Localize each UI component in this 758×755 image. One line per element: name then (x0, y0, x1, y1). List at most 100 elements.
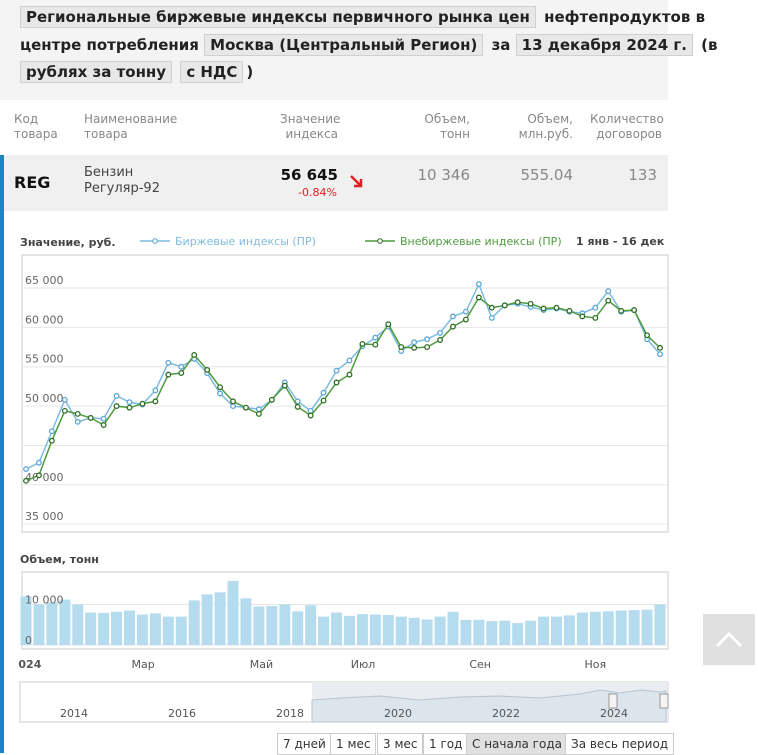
bar (33, 604, 45, 645)
point (333, 379, 340, 386)
range-button[interactable]: 7 дней (277, 733, 332, 755)
bar (98, 612, 110, 645)
point (48, 437, 55, 444)
header-line: центре потребления Москва (Центральный Р… (20, 34, 718, 56)
x-tick-label: 024 (18, 658, 41, 671)
x-tick-label: Май (250, 658, 273, 671)
column-header: Объем, тонн (424, 112, 470, 141)
select[interactable]: 13 декабря 2024 г. (515, 34, 693, 56)
range-button[interactable]: 3 мес (377, 733, 424, 755)
down-arrow (350, 175, 363, 188)
point (320, 397, 327, 404)
point (501, 302, 508, 309)
navigator-handle[interactable] (659, 693, 669, 709)
point (100, 422, 107, 428)
range-button[interactable]: 1 год (423, 733, 469, 755)
year-label: 2016 (168, 707, 196, 720)
bar (343, 615, 355, 645)
point (126, 404, 133, 411)
bar (124, 610, 136, 645)
y-tick-label: 40 000 (25, 471, 64, 484)
bar (460, 619, 472, 645)
code: REG (14, 173, 51, 192)
point (346, 371, 353, 378)
point (579, 313, 586, 320)
point (372, 334, 379, 341)
point (35, 472, 42, 479)
bar (46, 602, 58, 645)
bar (59, 599, 71, 645)
bar (318, 616, 330, 645)
bar (641, 609, 653, 645)
bar (111, 611, 123, 645)
volume-rub: 555.04 (520, 166, 574, 184)
point (657, 344, 663, 351)
point (514, 299, 521, 306)
volume-tons: 10 346 (417, 166, 471, 184)
point (462, 316, 469, 323)
point (398, 344, 405, 351)
y-tick-label: 55 000 (25, 353, 64, 366)
range-button[interactable]: С начала года (466, 733, 568, 755)
navigator-handle[interactable] (608, 693, 618, 709)
year-label: 2024 (600, 707, 628, 720)
point (178, 363, 185, 370)
point (191, 351, 198, 358)
point (437, 337, 443, 343)
range-button[interactable]: 1 мес (330, 733, 377, 755)
point (74, 411, 81, 417)
legend-marker (152, 238, 158, 244)
point (527, 300, 534, 307)
bar (512, 623, 524, 645)
select[interactable]: Москва (Центральный Регион) (204, 34, 484, 56)
point (540, 305, 547, 312)
index-change: -0.84% (298, 186, 337, 199)
point (113, 392, 120, 399)
legend-label: Биржевые индексы (ПР) (175, 235, 316, 248)
bar (615, 610, 627, 645)
point (255, 406, 262, 413)
range-button[interactable]: За весь период (565, 733, 675, 755)
accent-stripe (0, 155, 4, 753)
point (87, 414, 94, 421)
point (61, 407, 68, 414)
column-header: Количество договоров (590, 112, 664, 141)
bar (331, 612, 343, 645)
point (152, 398, 159, 405)
header-line: рублях за тонну с НДС) (20, 61, 253, 83)
point (165, 359, 172, 366)
point (488, 304, 495, 311)
bar (201, 594, 213, 645)
point (165, 371, 172, 378)
point (475, 281, 482, 288)
select[interactable]: с НДС (180, 61, 244, 83)
select[interactable]: рублях за тонну (20, 61, 173, 83)
y-axis-title: Значение, руб. (20, 236, 116, 249)
bar (72, 604, 84, 645)
point (644, 332, 651, 339)
column-header: Значение индекса (280, 112, 341, 141)
point (333, 367, 340, 374)
point (450, 323, 456, 330)
point (294, 398, 301, 405)
plot-frame (21, 254, 669, 533)
point (553, 304, 560, 311)
point (592, 304, 599, 311)
x-tick-label: Мар (131, 658, 154, 671)
x-tick-label: Сен (469, 658, 491, 671)
point (243, 404, 249, 411)
point (631, 307, 638, 314)
scroll-top[interactable] (703, 614, 755, 665)
select[interactable]: Региональные биржевые индексы первичного… (20, 6, 536, 28)
text: (в (701, 36, 718, 54)
y-axis-title: Объем, тонн (20, 553, 99, 566)
column-header: Объем, млн.руб. (518, 112, 573, 141)
point (126, 399, 133, 406)
point (411, 344, 418, 351)
series-line (25, 282, 661, 470)
y-tick-label: 65 000 (25, 274, 64, 287)
point (605, 288, 612, 295)
y-tick-label: 0 (25, 634, 32, 647)
table-row[interactable]: REG Бензин Регуляр-92 56 645 -0.84% 10 3… (4, 155, 668, 211)
point (462, 308, 469, 315)
